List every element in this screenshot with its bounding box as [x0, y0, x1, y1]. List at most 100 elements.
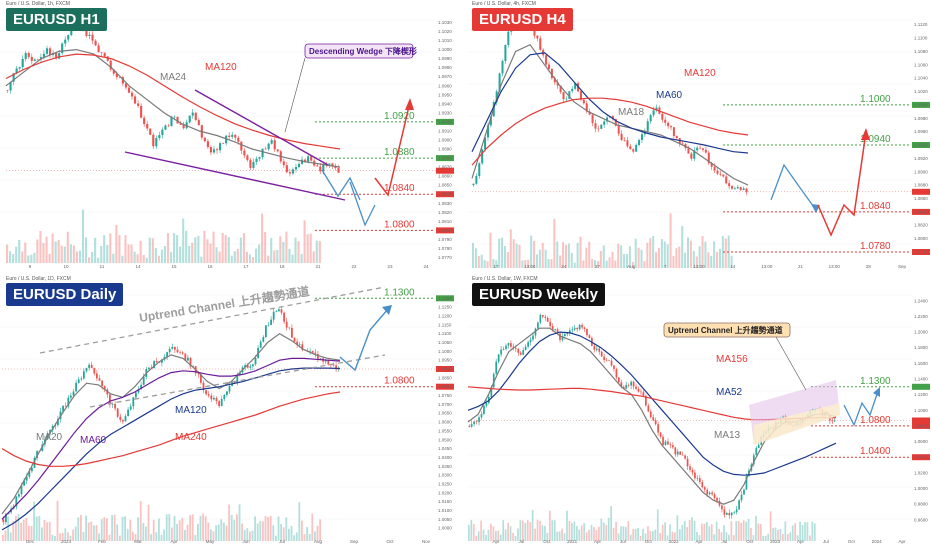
volume-bar	[688, 519, 691, 541]
candle-body	[539, 315, 542, 323]
x-tick-label: Jun	[242, 539, 250, 544]
candle-body	[30, 56, 33, 61]
candle-body	[706, 489, 709, 495]
volume-bar	[625, 526, 627, 541]
candle-body	[676, 451, 679, 455]
candle-body	[149, 128, 152, 135]
volume-bar	[256, 523, 259, 541]
callout-box	[663, 322, 791, 338]
volume-bar	[300, 254, 303, 263]
candle-body	[635, 144, 638, 152]
chart-panel-h4[interactable]: MA18 MA60 MA120 1.1000 1.0940 1.0840 1.0780 1.1…	[466, 0, 932, 275]
chart-panel-weekly[interactable]: MA13 MA52 MA156 1.1300 1.0800 1.0400 1.2400 1.2…	[466, 275, 932, 550]
volume-bar	[550, 259, 553, 268]
volume-bar	[713, 241, 716, 268]
volume-bar	[521, 520, 524, 541]
candle-body	[108, 394, 111, 405]
y-tick-label: 1.0900	[914, 169, 928, 174]
chart-panel-daily[interactable]: MA20 MA60 MA120 MA240 1.1300 1.0800 1.1300 1.12…	[0, 275, 466, 550]
volume-bar	[623, 254, 626, 268]
candle-body	[544, 316, 547, 318]
candle-body	[716, 170, 719, 174]
volume-bar	[671, 531, 674, 541]
x-tick-label: 23	[387, 264, 393, 269]
y-tick-label: 1.0860	[438, 174, 452, 179]
volume-bar	[78, 250, 81, 263]
x-tick-label: Nov	[422, 539, 431, 544]
x-tick-label: 27	[595, 264, 601, 269]
chart-panel-h1[interactable]: MA24 MA120 1.0920 1.0880 1.0840 1.0800 1.1030 1…	[0, 0, 466, 275]
y-tick-label: 1.0910	[438, 129, 452, 134]
candle-body	[550, 68, 553, 79]
ma-label-ma120: MA120	[684, 68, 716, 79]
volume-bar	[295, 532, 298, 541]
candle-body	[655, 107, 658, 111]
volume-bar	[312, 251, 315, 263]
y-tick-label: 1.0000	[914, 486, 928, 491]
volume-bar	[173, 233, 176, 263]
volume-bar	[4, 530, 7, 541]
x-tick-label: 16	[207, 264, 213, 269]
volume-bar	[173, 515, 176, 541]
candle-body	[510, 343, 512, 347]
volume-bar	[9, 251, 12, 263]
candle-body	[197, 373, 200, 375]
target-label: 1.0800	[384, 219, 415, 230]
ma-label-ma120: MA120	[175, 405, 207, 416]
volume-bar	[664, 522, 666, 541]
chart-svg-daily[interactable]: MA20 MA60 MA120 MA240 1.1300 1.0800 1.1300 1.12…	[0, 275, 466, 550]
candle-body	[728, 183, 731, 187]
candle-body	[140, 105, 143, 118]
volume-bar	[602, 522, 605, 541]
x-tick-label: 10	[63, 264, 69, 269]
candle-body	[316, 165, 319, 167]
volume-bar	[160, 534, 163, 541]
candle-body	[244, 365, 247, 368]
volume-bar	[212, 531, 215, 541]
candle-body	[495, 91, 498, 103]
volume-bar	[179, 246, 182, 263]
volume-bar	[654, 529, 657, 541]
x-tick-label: Dec	[26, 539, 35, 544]
y-tick-label: 1.0960	[914, 129, 928, 134]
volume-bar	[745, 521, 747, 541]
volume-bar	[21, 251, 24, 263]
candle-body	[168, 349, 171, 353]
candle-body	[129, 406, 132, 410]
candle-body	[85, 367, 88, 372]
candle-body	[501, 60, 504, 74]
projection-arrow-red	[374, 101, 411, 197]
volume-bar	[282, 527, 285, 541]
volume-bar	[311, 513, 314, 541]
volume-bar	[137, 517, 140, 541]
y-tick-label: 1.0000	[438, 526, 452, 531]
volume-bar	[492, 258, 495, 268]
y-tick-label: 1.0930	[438, 110, 452, 115]
volume-bar	[692, 250, 695, 268]
candle-body	[591, 114, 594, 124]
candle-body	[243, 150, 246, 156]
volume-bar	[151, 238, 154, 263]
volume-bar	[477, 531, 480, 541]
candle-body	[255, 158, 258, 162]
channel-fill-lower	[754, 403, 840, 445]
volume-bar	[230, 514, 233, 541]
y-tick-label: 1.1200	[914, 392, 928, 397]
candle-body	[261, 148, 264, 158]
candle-body	[582, 99, 585, 104]
volume-bar	[640, 249, 643, 268]
x-tick-label: 17	[493, 264, 499, 269]
x-tick-label: 13:00	[761, 264, 773, 269]
volume-bar	[504, 529, 507, 541]
volume-bar	[115, 224, 118, 263]
chart-svg-h1[interactable]: MA24 MA120 1.0920 1.0880 1.0840 1.0800 1.1030 1…	[0, 0, 466, 275]
x-tick-label: 14	[135, 264, 141, 269]
target-label: 1.0800	[860, 415, 891, 426]
y-tick-label: 1.0850	[438, 375, 452, 380]
candle-body	[546, 317, 549, 322]
volume-bar	[264, 515, 267, 541]
volume-bar	[724, 238, 727, 268]
volume-bar	[306, 234, 309, 263]
chart-svg-weekly[interactable]: MA13 MA52 MA156 1.1300 1.0800 1.0400 1.2400 1.2…	[466, 275, 932, 550]
